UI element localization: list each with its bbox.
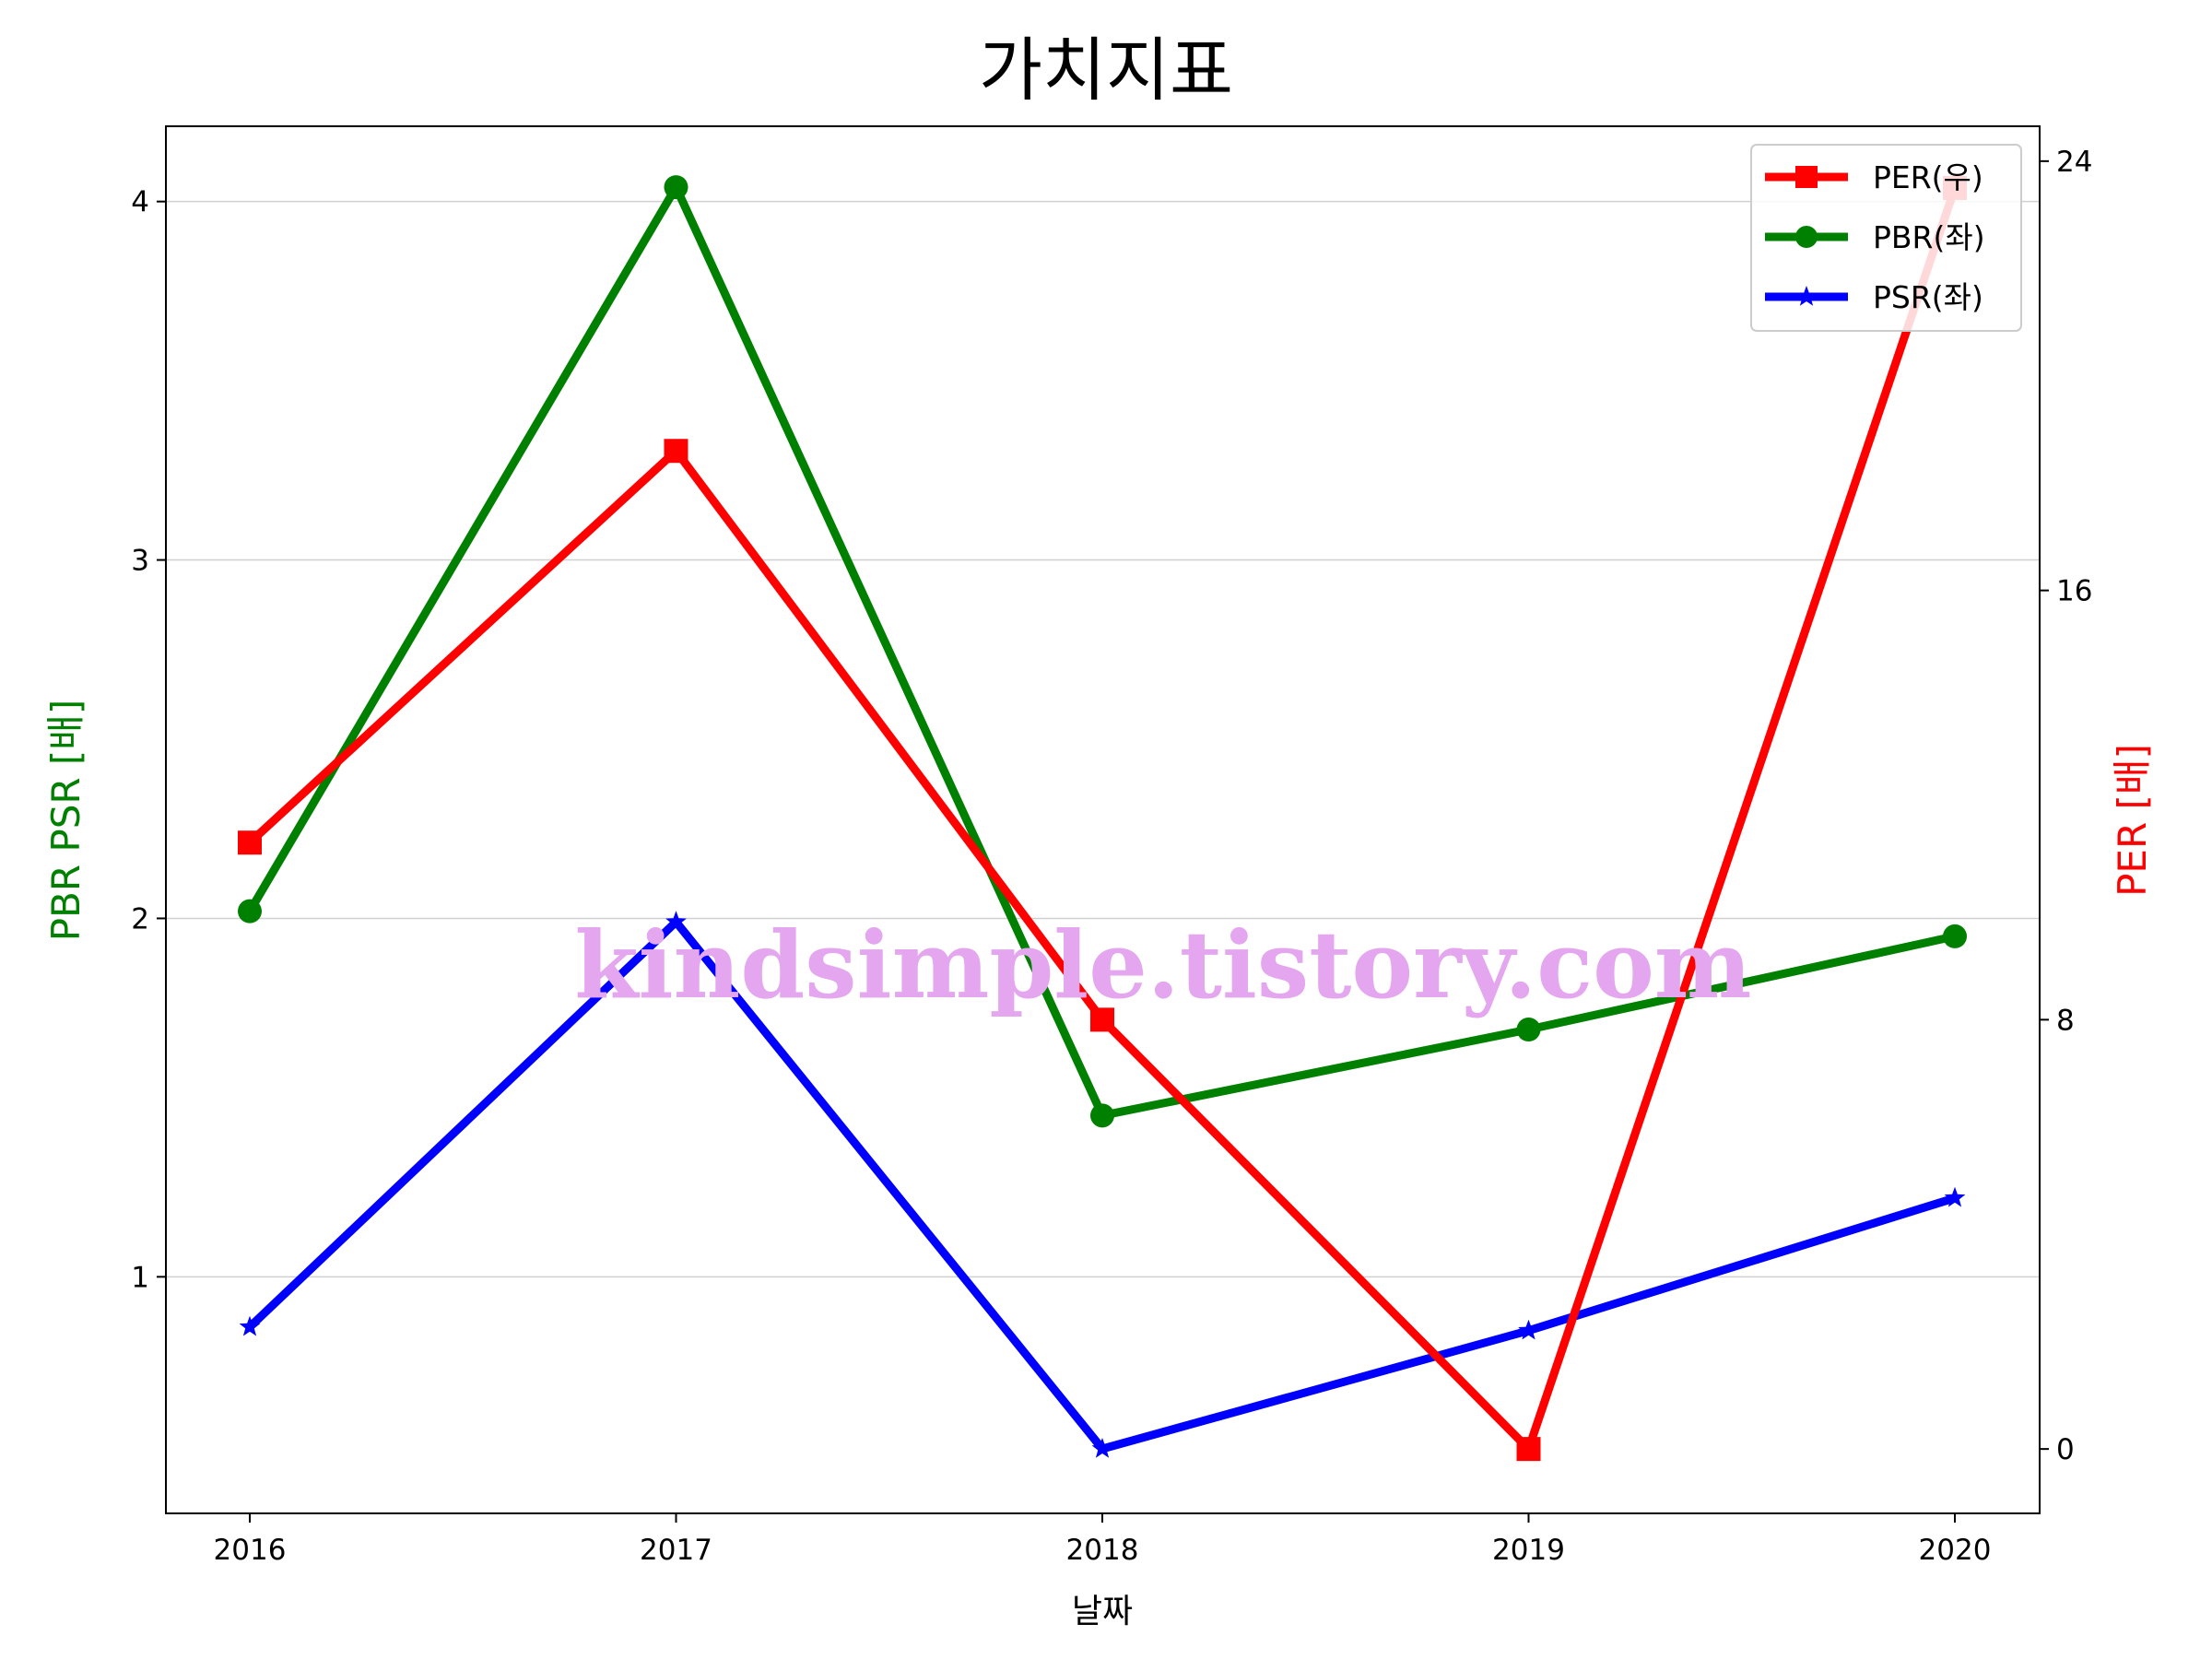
series-per-point xyxy=(1090,1007,1114,1032)
left-y-axis-title: PBR PSR [배] xyxy=(43,700,88,942)
legend: PER(우) PBR(좌) PSR(좌) xyxy=(1750,144,2022,332)
legend-per-marker xyxy=(1795,166,1818,188)
legend-box xyxy=(1750,144,2022,332)
plot-frame xyxy=(165,125,2041,1514)
x-tick-label: 2018 xyxy=(1066,1534,1139,1567)
legend-pbr-marker xyxy=(1795,226,1818,248)
left-tick-label: 4 xyxy=(131,186,149,219)
left-tick-label: 3 xyxy=(131,545,149,578)
left-tick-label: 1 xyxy=(131,1261,149,1294)
watermark: kindsimple.tistory.com xyxy=(574,911,1751,1019)
right-tick-label: 24 xyxy=(2056,146,2092,179)
series-per-point xyxy=(1516,1437,1541,1462)
series-psr-point xyxy=(239,1315,261,1336)
series-per-point xyxy=(664,439,688,464)
series-pbr-point xyxy=(238,899,262,924)
right-y-axis-title: PER [배] xyxy=(2110,744,2155,897)
series-psr-point xyxy=(1944,1186,1966,1207)
legend-pbr-label: PBR(좌) xyxy=(1873,219,1985,255)
series-layer xyxy=(238,175,1967,1462)
series-psr-point xyxy=(1518,1319,1539,1340)
legend-per-label: PER(우) xyxy=(1873,159,1983,195)
series-per-line xyxy=(246,186,1959,1457)
axes: 1 2 3 4 0 8 16 24 2016 2017 2018 2019 2020 xyxy=(131,146,2092,1567)
gridlines xyxy=(166,200,2040,1278)
left-tick-label: 2 xyxy=(131,902,149,935)
series-pbr-point xyxy=(1516,1018,1541,1041)
series-pbr-point xyxy=(1090,1103,1114,1128)
x-axis-title: 날짜 xyxy=(1072,1593,1133,1630)
series-per xyxy=(238,175,1967,1462)
right-tick-label: 16 xyxy=(2056,575,2092,608)
chart-title: 가치지표 xyxy=(979,29,1233,111)
legend-psr-marker xyxy=(1795,286,1818,306)
legend-psr-label: PSR(좌) xyxy=(1873,279,1983,315)
right-tick-label: 0 xyxy=(2056,1433,2075,1466)
series-psr xyxy=(239,911,1966,1458)
series-pbr xyxy=(238,175,1967,1128)
x-tick-label: 2016 xyxy=(214,1534,287,1567)
right-tick-label: 8 xyxy=(2056,1004,2075,1037)
series-psr-point xyxy=(665,911,687,931)
x-tick-label: 2020 xyxy=(1919,1534,1992,1567)
series-pbr-point xyxy=(664,175,688,200)
x-tick-label: 2019 xyxy=(1492,1534,1565,1567)
series-per-point xyxy=(238,830,262,855)
series-psr-point xyxy=(1091,1438,1113,1458)
series-pbr-point xyxy=(1943,924,1967,948)
x-tick-label: 2017 xyxy=(640,1534,712,1567)
